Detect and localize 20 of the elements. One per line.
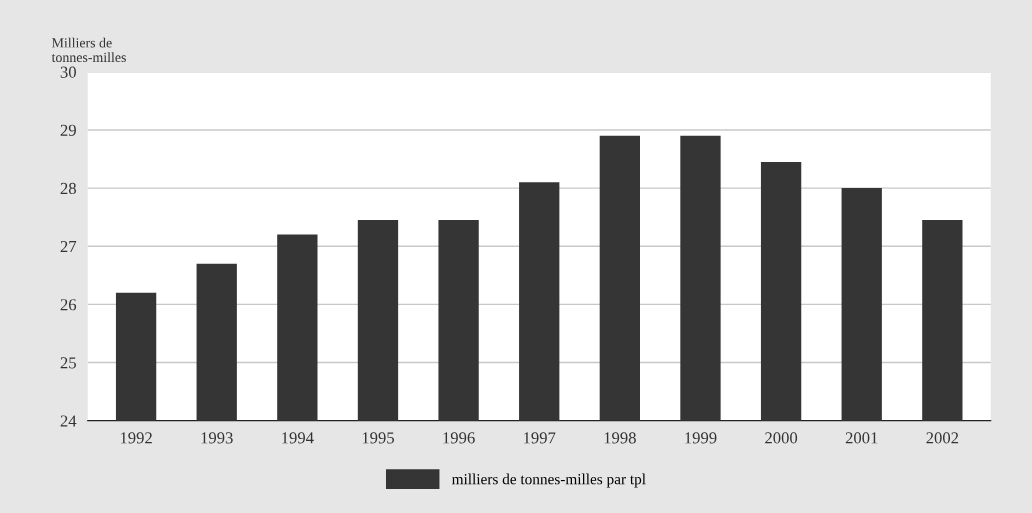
y-tick-label: 28 — [60, 182, 76, 195]
y-tick-label: 26 — [60, 299, 77, 311]
x-tick-label: 2001 — [845, 432, 878, 444]
x-tick-label: 1995 — [362, 432, 394, 444]
x-tick-label: 1992 — [120, 432, 152, 444]
y-tick-label: 27 — [60, 240, 77, 253]
y-tick-label: 29 — [60, 124, 76, 136]
x-tick-label: 1994 — [282, 432, 314, 444]
x-tick-label: 2000 — [765, 432, 798, 444]
x-tick-label: 1996 — [443, 432, 475, 444]
x-tick-label: 1998 — [604, 432, 636, 444]
x-tick-label: 1999 — [685, 432, 717, 444]
legend-label: milliers de tonnes-milles par tpl — [452, 473, 646, 488]
y-tick-label: 24 — [60, 415, 77, 427]
x-tick-label: 1993 — [201, 432, 233, 444]
y-tick-label: 25 — [60, 357, 76, 369]
y-tick-label: 30 — [60, 66, 76, 78]
x-tick-label: 1997 — [524, 432, 556, 444]
x-tick-label: 2002 — [926, 432, 959, 444]
y-axis-title: Milliers de tonnes-milles — [51, 37, 126, 63]
